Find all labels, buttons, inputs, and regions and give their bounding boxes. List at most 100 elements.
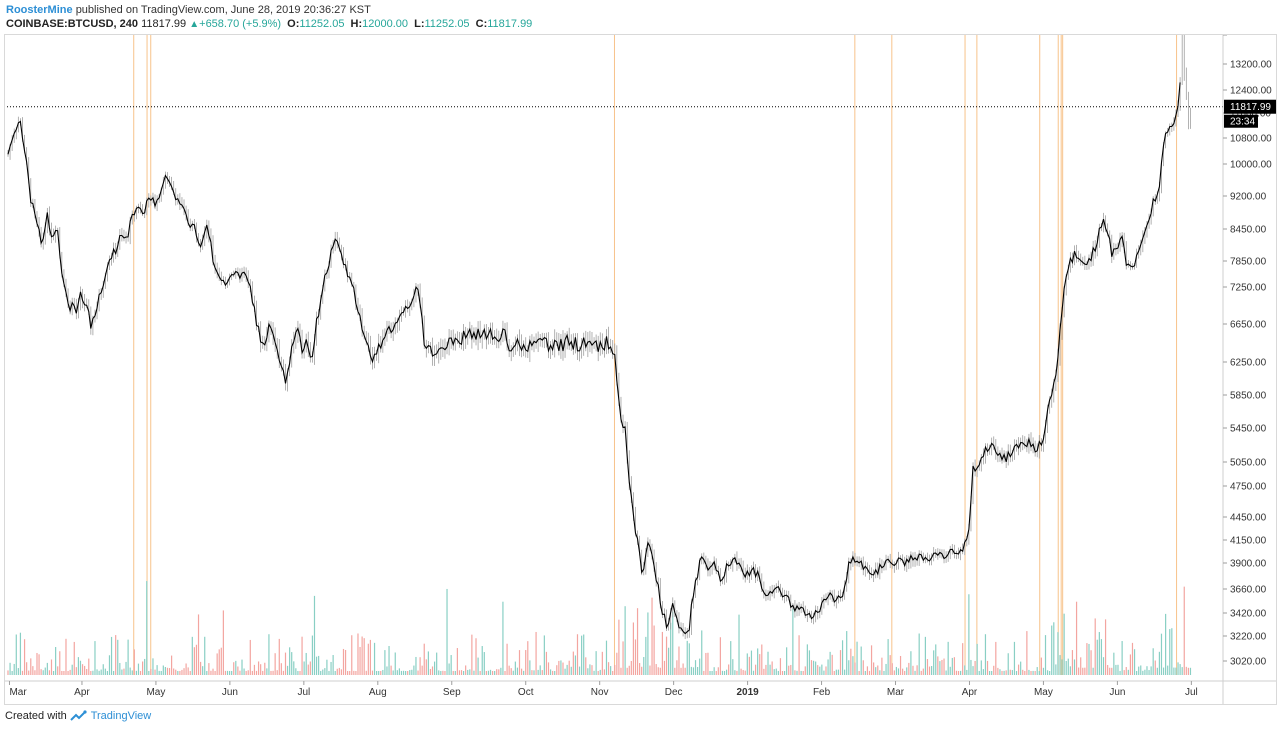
volume-bar — [897, 668, 900, 675]
volume-bar — [305, 652, 307, 675]
last-price-value: 11817.99 — [141, 18, 187, 30]
volume-bar — [456, 648, 458, 675]
volume-bar — [792, 608, 794, 675]
volume-bar — [1005, 670, 1007, 675]
price-axis[interactable]: 15000.0014000.00 13200.00 12400.00 11600.00… — [1223, 35, 1272, 668]
volume-bar — [902, 668, 904, 675]
volume-bar — [620, 667, 622, 675]
volume-bar — [1013, 641, 1016, 675]
volume-bar — [396, 670, 398, 675]
volume-bar — [1024, 670, 1026, 675]
volume-bar — [759, 654, 761, 675]
volume-bar — [9, 662, 11, 675]
time-axis[interactable]: Mar Apr May Jun Jul Aug Sep Oct Nov Dec 2019 Feb Mar… — [8, 681, 1198, 698]
volume-bar — [1111, 667, 1113, 675]
volume-bar — [71, 664, 73, 675]
volume-bar — [972, 666, 974, 675]
volume-bar — [875, 667, 877, 675]
volume-bar — [694, 660, 697, 675]
volume-bar — [115, 635, 117, 675]
volume-bar — [23, 639, 26, 675]
volume-bar — [291, 652, 293, 675]
time-axis-label: Apr — [74, 687, 90, 698]
volume-bar — [928, 666, 931, 675]
volume-bar — [473, 670, 475, 675]
volume-bar — [1144, 669, 1146, 675]
volume-bar — [504, 671, 506, 675]
volume-bar — [465, 665, 467, 675]
volume-bar — [1156, 667, 1158, 675]
volume-bar — [243, 668, 245, 675]
volume-bar — [421, 665, 423, 675]
volume-bar — [11, 670, 13, 675]
volume-bar — [920, 670, 922, 675]
volume-bar — [728, 664, 730, 675]
volume-bar — [802, 670, 804, 675]
volume-bar — [326, 659, 328, 675]
tradingview-link[interactable]: TradingView — [90, 710, 152, 722]
author-link[interactable]: RoosterMine — [6, 4, 73, 16]
volume-bar — [1121, 641, 1123, 675]
volume-bar — [512, 670, 514, 675]
volume-bar — [678, 646, 680, 675]
volume-bar — [297, 670, 299, 675]
volume-bar — [313, 595, 316, 675]
time-axis-label: Oct — [518, 687, 534, 698]
volume-bar — [117, 639, 119, 675]
volume-bar — [442, 670, 444, 675]
volume-bar — [284, 652, 287, 675]
volume-bar — [701, 630, 703, 675]
volume-bar — [991, 670, 993, 675]
volume-bar — [717, 667, 719, 675]
volume-bar — [997, 667, 999, 675]
chart-frame[interactable]: 15000.0014000.00 13200.00 12400.00 11600.00… — [4, 34, 1277, 705]
high-value: 12000.00 — [362, 18, 409, 30]
volume-bar — [369, 639, 372, 675]
volume-bar — [262, 670, 264, 675]
volume-bar — [489, 669, 492, 675]
volume-bar — [810, 660, 813, 675]
volume-bar — [877, 665, 879, 675]
volume-bar — [249, 639, 251, 675]
time-axis-label: Jul — [297, 687, 310, 698]
volume-bar — [65, 638, 67, 675]
volume-bar — [595, 651, 597, 675]
price-chart[interactable]: 15000.0014000.00 13200.00 12400.00 11600.00… — [5, 35, 1276, 704]
volume-bar — [69, 669, 71, 675]
volume-bar — [653, 625, 655, 675]
volume-bar — [309, 661, 311, 675]
volume-bar — [44, 667, 46, 675]
volume-bar — [113, 670, 115, 675]
volume-bar — [48, 670, 51, 675]
time-axis-label: May — [146, 687, 165, 698]
volume-bar — [382, 669, 384, 675]
price-axis-label: 3020.00 — [1230, 657, 1267, 668]
volume-bar — [63, 671, 65, 675]
volume-bar — [26, 662, 28, 675]
volume-bar — [460, 670, 463, 675]
volume-bar — [589, 664, 591, 675]
price-axis-label: 7850.00 — [1230, 257, 1267, 268]
volume-bar — [1094, 618, 1096, 675]
chart-header: RoosterMine published on TradingView.com… — [0, 0, 1280, 34]
volume-bar — [837, 669, 840, 675]
volume-bar — [922, 668, 924, 675]
volume-bar — [427, 651, 429, 675]
low-label: L: — [414, 18, 425, 30]
high-label: H: — [350, 18, 363, 30]
volume-bar — [953, 657, 955, 675]
volume-bar — [189, 671, 191, 675]
volume-bar — [289, 647, 291, 675]
volume-bar — [1187, 667, 1189, 675]
volume-bar — [808, 650, 811, 675]
volume-bar — [775, 668, 777, 675]
volume-bar — [228, 670, 231, 675]
volume-bar — [583, 634, 585, 675]
volume-bar — [367, 643, 369, 675]
time-axis-label: Dec — [665, 687, 683, 698]
volume-bar — [84, 665, 86, 675]
volume-bar — [237, 666, 239, 675]
volume-bar — [630, 660, 632, 675]
volume-bar — [500, 667, 502, 675]
volume-bar — [67, 670, 69, 675]
